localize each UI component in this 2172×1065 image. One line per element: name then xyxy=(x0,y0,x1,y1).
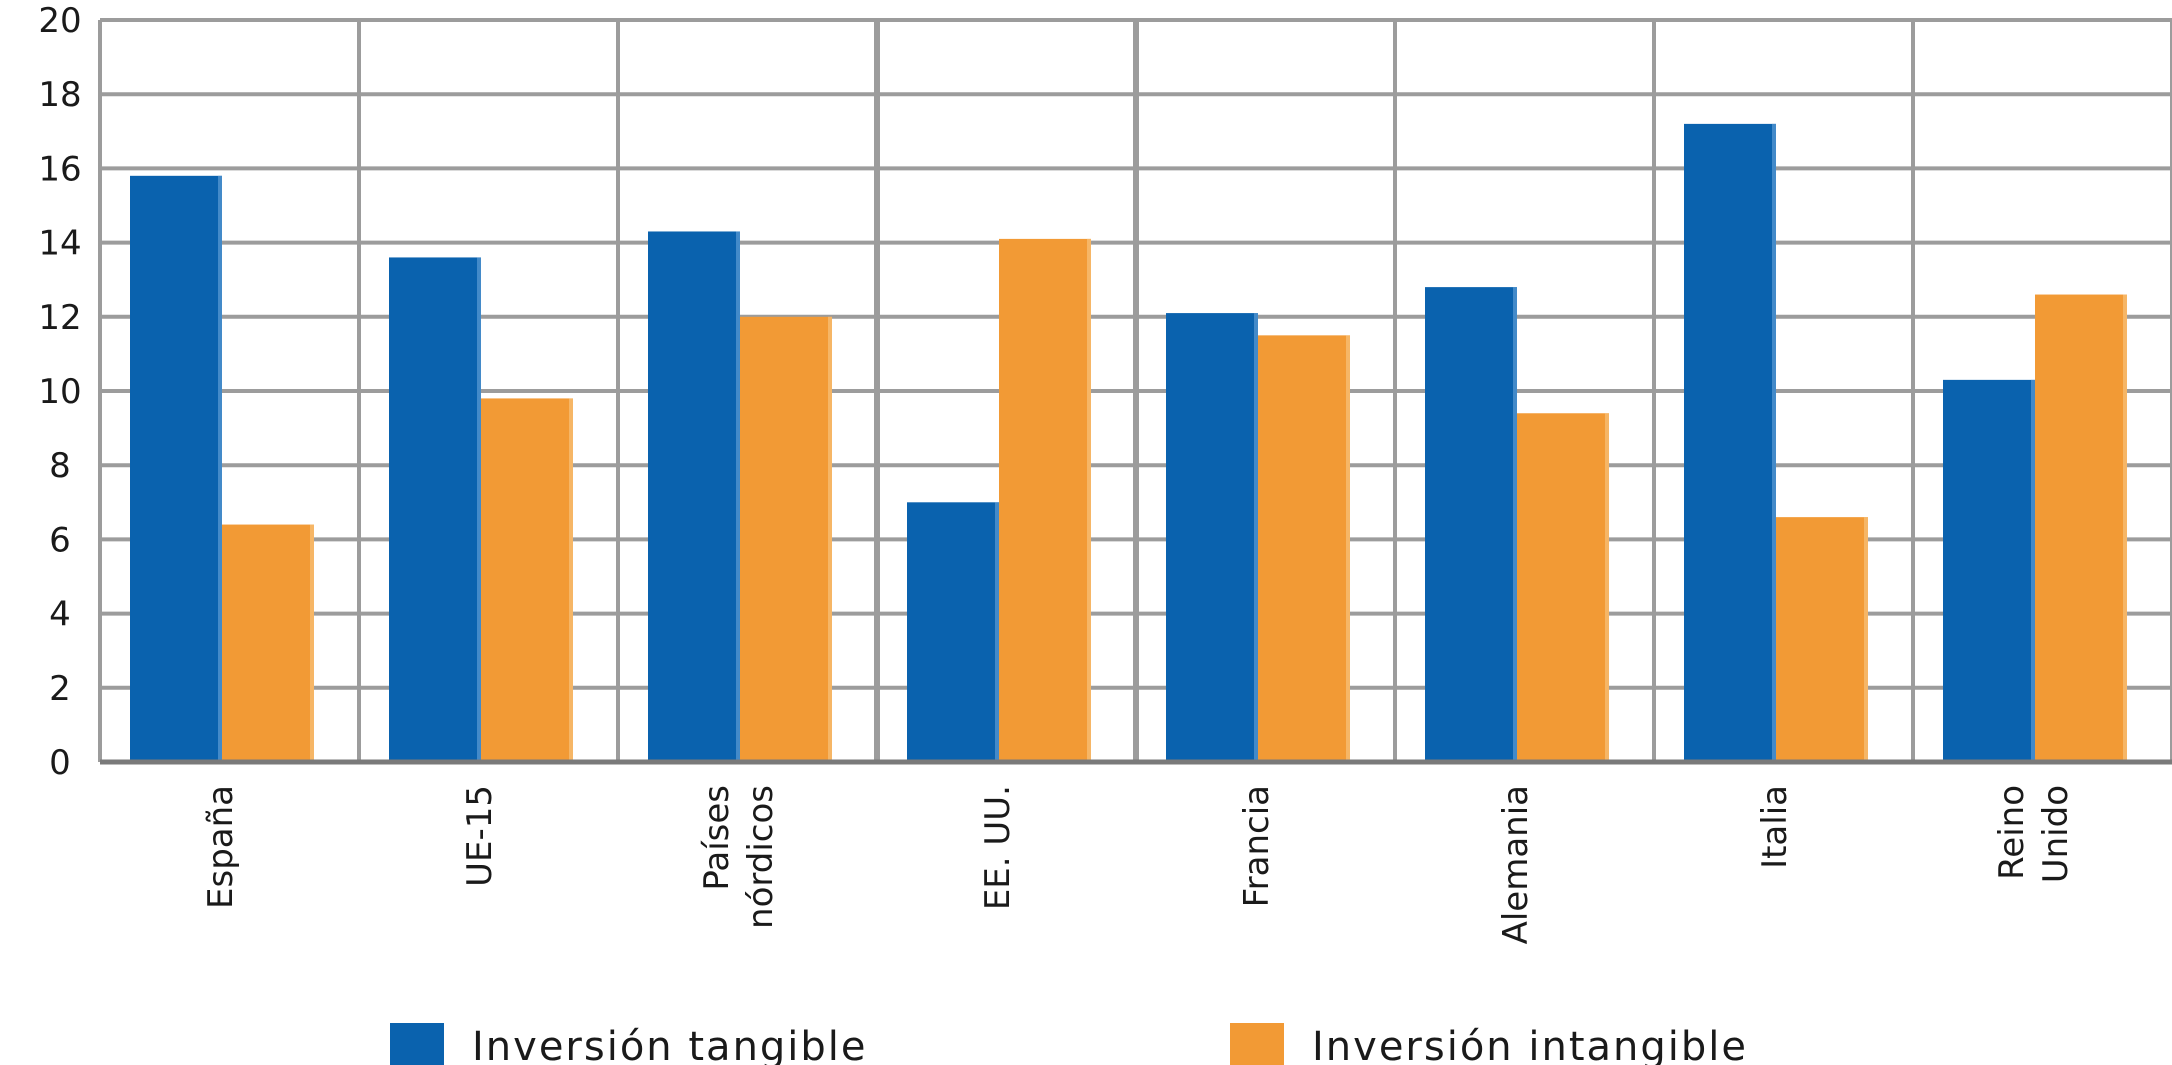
x-category-label: EE. UU. xyxy=(978,785,1018,910)
bar-edge xyxy=(477,257,481,762)
y-tick-label: 8 xyxy=(49,446,71,486)
bar-intangible xyxy=(2035,294,2127,762)
x-category-label: Italia xyxy=(1755,785,1795,869)
bar-tangible xyxy=(1943,379,2035,762)
y-tick-label: 18 xyxy=(38,75,81,115)
bar-intangible xyxy=(1517,413,1609,762)
bar-edge xyxy=(1513,287,1517,762)
bar-tangible xyxy=(1425,287,1517,762)
bar-edge xyxy=(1772,123,1776,762)
y-tick-label: 14 xyxy=(38,224,81,264)
bar-edge xyxy=(569,398,573,762)
bar-intangible xyxy=(481,398,573,762)
bar-edge xyxy=(2031,379,2035,762)
y-tick-label: 16 xyxy=(38,149,81,189)
bar-edge xyxy=(1254,313,1258,762)
bar-tangible xyxy=(389,257,481,762)
x-category-label: Francia xyxy=(1237,785,1277,907)
bar-edge xyxy=(2123,294,2127,762)
y-tick-label: 20 xyxy=(38,1,81,41)
x-category-label: Países xyxy=(697,785,737,891)
bar-tangible xyxy=(1684,123,1776,762)
bar-edge xyxy=(1087,238,1091,762)
bar-intangible xyxy=(1258,335,1350,762)
bar-tangible xyxy=(1166,313,1258,762)
legend-item-tangible: Inversión tangible xyxy=(390,1023,868,1065)
y-tick-label: 10 xyxy=(38,372,81,412)
y-tick-label: 2 xyxy=(49,669,71,709)
x-category-label: nórdicos xyxy=(741,785,781,929)
legend-label-intangible: Inversión intangible xyxy=(1312,1024,1748,1065)
bar-edge xyxy=(1864,517,1868,762)
x-category-label: Reino xyxy=(1992,785,2032,880)
bar-intangible xyxy=(740,316,832,762)
bar-edge xyxy=(995,502,999,762)
bar-tangible xyxy=(130,175,222,762)
y-tick-label: 6 xyxy=(49,520,71,560)
bar-intangible xyxy=(999,238,1091,762)
bar-edge xyxy=(736,231,740,763)
y-tick-label: 12 xyxy=(38,298,81,338)
x-category-label: Alemania xyxy=(1496,785,1536,944)
bar-edge xyxy=(1605,413,1609,762)
y-tick-labels: 0 2 4 6 8 10 12 14 16 18 20 xyxy=(38,1,81,783)
legend: Inversión tangible Inversión intangible xyxy=(390,1023,1748,1065)
legend-swatch-tangible xyxy=(390,1023,444,1065)
bars xyxy=(130,123,2127,763)
bar-edge xyxy=(828,316,832,762)
y-tick-label: 4 xyxy=(49,595,71,635)
x-category-labels: España UE-15 Países nórdicos EE. UU. Francia A… xyxy=(201,785,2076,944)
legend-label-tangible: Inversión tangible xyxy=(472,1024,868,1065)
bar-intangible xyxy=(1776,517,1868,762)
x-category-label: España xyxy=(201,785,241,909)
bar-edge xyxy=(218,175,222,762)
bar-tangible xyxy=(648,231,740,763)
x-category-label: UE-15 xyxy=(460,785,500,887)
x-category-label: Unido xyxy=(2036,785,2076,883)
legend-item-intangible: Inversión intangible xyxy=(1230,1023,1748,1065)
y-tick-label: 0 xyxy=(49,743,71,783)
bar-intangible xyxy=(222,524,314,762)
legend-swatch-intangible xyxy=(1230,1023,1284,1065)
bar-edge xyxy=(310,524,314,762)
bar-edge xyxy=(1346,335,1350,762)
bar-tangible xyxy=(907,502,999,762)
